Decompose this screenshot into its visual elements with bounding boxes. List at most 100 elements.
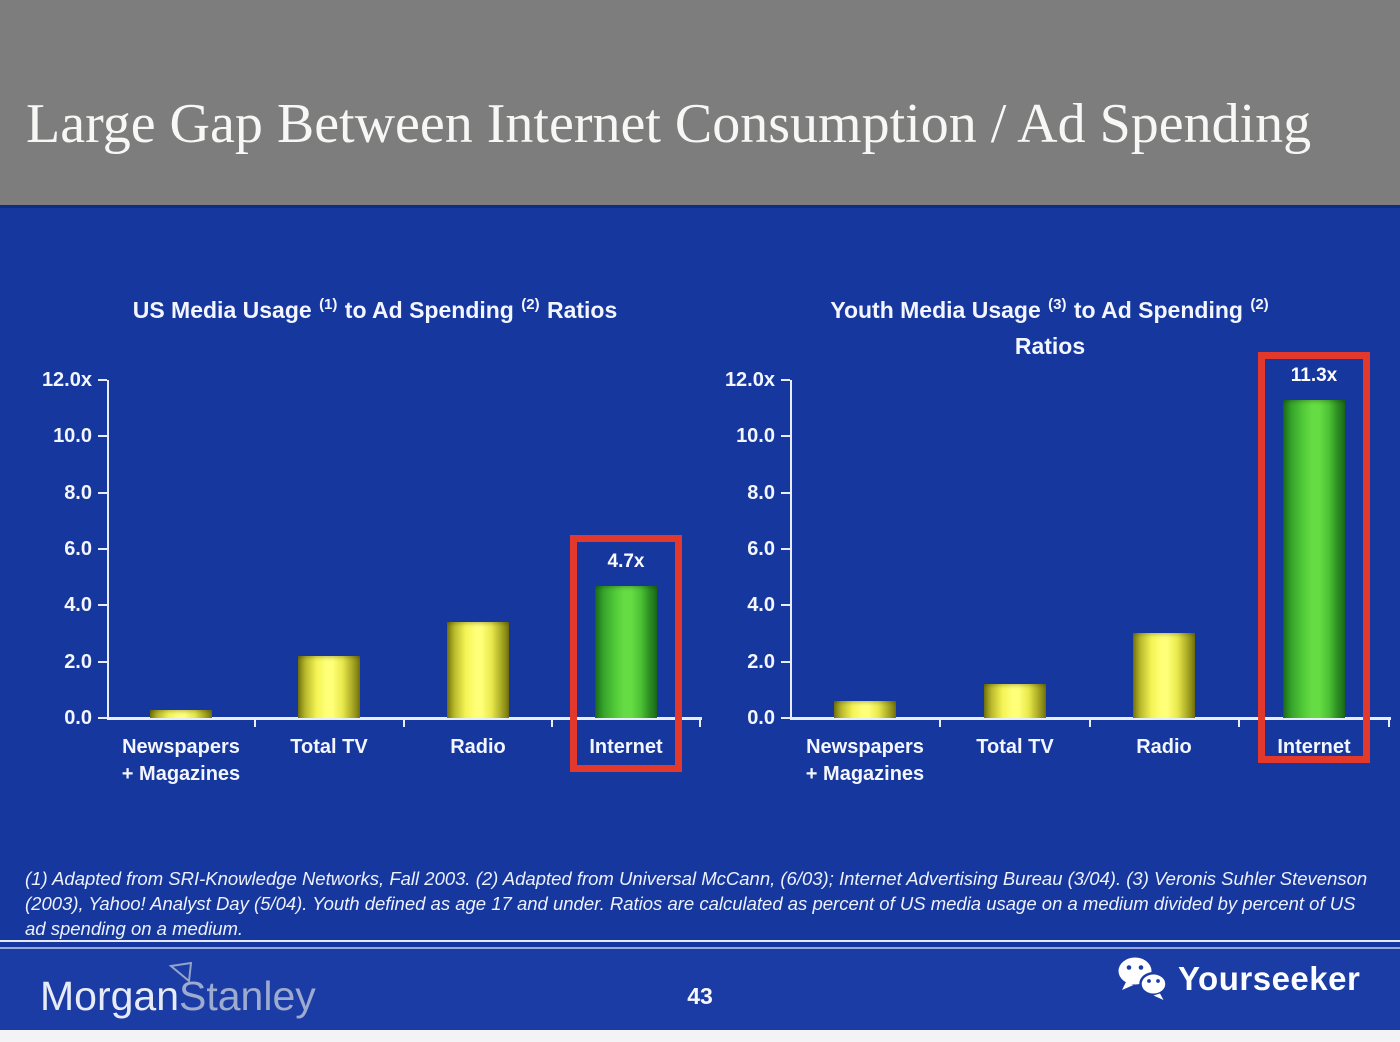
bar-internet (595, 586, 657, 718)
category-label-newspapers-magazines: Newspapers + Magazines (96, 734, 266, 788)
y-axis-tick (98, 717, 107, 719)
category-label-radio: Radio (393, 734, 563, 761)
category-label-line: Internet (1277, 736, 1351, 758)
y-axis-tick-label: 6.0 (747, 538, 775, 560)
x-axis-tick (939, 720, 941, 727)
chart-title-text: to Ad Spending (1067, 297, 1250, 323)
y-axis-tick (98, 548, 107, 550)
category-label-line: Total TV (290, 736, 368, 758)
y-axis-tick (98, 379, 107, 381)
y-axis-tick-label: 8.0 (64, 482, 92, 504)
superscript-ref: (2) (521, 296, 540, 313)
category-label-line: Newspapers (122, 736, 240, 758)
category-label-line: Internet (589, 736, 663, 758)
bar-value-label: 11.3x (1290, 365, 1338, 386)
wechat-icon (1118, 957, 1168, 1000)
category-label-total-tv: Total TV (244, 734, 414, 761)
bar-radio (1133, 633, 1195, 718)
bar-newspapers-magazines (834, 701, 896, 718)
x-axis-tick (699, 720, 701, 727)
highlight-box (1258, 352, 1370, 763)
y-axis-line (790, 380, 792, 720)
footer-divider (0, 940, 1400, 949)
slide-header: Large Gap Between Internet Consumption /… (0, 0, 1400, 205)
category-label-radio: Radio (1079, 734, 1249, 761)
x-axis-tick (1238, 720, 1240, 727)
category-label-line: + Magazines (121, 763, 241, 785)
bar-radio (447, 622, 509, 718)
y-axis-tick (781, 435, 790, 437)
y-axis-tick (781, 717, 790, 719)
category-label-newspapers-magazines: Newspapers + Magazines (780, 734, 950, 788)
chart-title: Youth Media Usage (3) to Ad Spending (2)… (730, 294, 1370, 363)
x-axis-tick (551, 720, 553, 727)
slide-body (0, 205, 1400, 941)
highlight-box (570, 535, 682, 772)
bar-newspapers-magazines (150, 710, 212, 718)
chart-title-text: Ratios (1014, 333, 1086, 359)
bar-total-tv (298, 656, 360, 718)
chart-title: US Media Usage (1) to Ad Spending (2) Ra… (55, 294, 695, 330)
morgan-stanley-flag-icon (168, 962, 193, 983)
category-label-line: Newspapers (806, 736, 924, 758)
category-label-internet: Internet (1229, 734, 1399, 761)
y-axis-tick-label: 8.0 (747, 482, 775, 504)
x-axis-tick (254, 720, 256, 727)
slide-footer (0, 949, 1400, 1030)
y-axis-tick (781, 548, 790, 550)
y-axis-tick (781, 379, 790, 381)
y-axis-tick-label: 2.0 (64, 651, 92, 673)
category-label-line: + Magazines (805, 763, 925, 785)
y-axis-line (107, 380, 109, 720)
y-axis-tick-label: 2.0 (747, 651, 775, 673)
chart-title-line: Youth Media Usage (3) to Ad Spending (2) (730, 294, 1370, 330)
y-axis-tick (781, 492, 790, 494)
bottom-strip (0, 1030, 1400, 1042)
category-label-internet: Internet (541, 734, 711, 761)
x-axis-line (790, 717, 1391, 720)
x-axis-tick (1388, 720, 1390, 727)
y-axis-tick-label: 4.0 (747, 594, 775, 616)
footnote: (1) Adapted from SRI-Knowledge Networks,… (25, 868, 1368, 939)
bar-internet (1283, 400, 1345, 718)
superscript-ref: (1) (319, 296, 338, 313)
chart-title-line: Ratios (730, 330, 1370, 363)
y-axis-tick-label: 0.0 (64, 707, 92, 729)
y-axis-tick-label: 10.0 (736, 425, 775, 447)
chart-title-text: Youth Media Usage (830, 297, 1048, 323)
x-axis-tick (403, 720, 405, 727)
x-axis-line (107, 717, 702, 720)
chart-title-text: Ratios (540, 297, 618, 323)
y-axis-tick (98, 435, 107, 437)
page-number: 43 (687, 983, 713, 1009)
y-axis-tick (781, 661, 790, 663)
y-axis-tick-label: 12.0x (41, 369, 92, 391)
brand-morgan: Morgan (40, 973, 180, 1019)
bar-total-tv (984, 684, 1046, 718)
watermark-label: Yourseeker (1178, 960, 1361, 997)
y-axis-tick-label: 12.0x (724, 369, 775, 391)
superscript-ref: (2) (1250, 296, 1269, 313)
brand-stanley: Stanley (179, 973, 316, 1019)
chart-title-text: US Media Usage (132, 297, 319, 323)
chart-title-line: US Media Usage (1) to Ad Spending (2) Ra… (55, 294, 695, 330)
morgan-stanley-logo: MorganStanley (40, 962, 316, 1024)
x-axis-tick (1089, 720, 1091, 727)
category-label-total-tv: Total TV (930, 734, 1100, 761)
y-axis-tick (98, 492, 107, 494)
slide-title: Large Gap Between Internet Consumption /… (26, 93, 1312, 155)
category-label-line: Total TV (976, 736, 1054, 758)
y-axis-tick (98, 661, 107, 663)
bar-value-label: 4.7x (607, 551, 645, 572)
chart-title-text: to Ad Spending (338, 297, 521, 323)
y-axis-tick-label: 0.0 (747, 707, 775, 729)
category-label-line: Radio (1136, 736, 1192, 758)
y-axis-tick (98, 604, 107, 606)
y-axis-tick-label: 6.0 (64, 538, 92, 560)
y-axis-tick-label: 4.0 (64, 594, 92, 616)
category-label-line: Radio (450, 736, 506, 758)
superscript-ref: (3) (1048, 296, 1067, 313)
y-axis-tick (781, 604, 790, 606)
